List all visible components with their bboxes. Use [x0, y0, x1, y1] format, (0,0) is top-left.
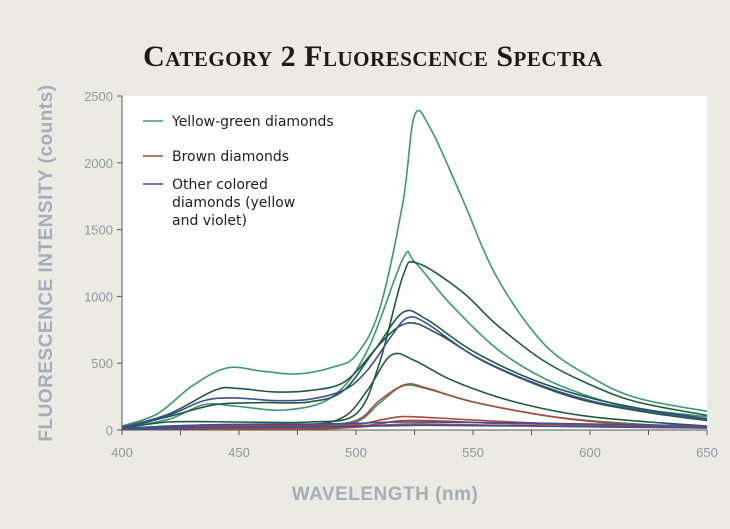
y-tick-label: 0: [106, 423, 113, 438]
series-lines: [121, 109, 708, 431]
x-tick-label: 600: [579, 445, 601, 460]
x-tick-label: 400: [111, 445, 133, 460]
y-tick-label: 2500: [84, 89, 113, 104]
y-tick-label: 2000: [84, 156, 113, 171]
series-line-3: [121, 260, 708, 430]
y-tick-label: 1500: [84, 223, 113, 238]
series-line-14: [121, 424, 708, 431]
series-line-8: [121, 383, 708, 430]
x-tick-label: 650: [696, 445, 718, 460]
x-tick-label: 500: [345, 445, 367, 460]
series-line-12: [121, 315, 708, 429]
series-line-2: [121, 250, 708, 429]
x-tick-label: 450: [228, 445, 250, 460]
chart-title: Category 2 Fluorescence Spectra: [143, 40, 603, 73]
axes: 0 500 1000 1500 2000 2500 400 450 500 550 600 650: [84, 89, 718, 460]
legend: Yellow-green diamonds Brown diamonds Other…: [143, 114, 334, 229]
legend-label: Brown diamonds: [172, 149, 289, 165]
series-line-1: [121, 109, 708, 427]
y-tick-label: 500: [91, 356, 113, 371]
y-tick-label: 1000: [84, 289, 113, 304]
series-line-13: [121, 421, 708, 430]
legend-label: Yellow-green diamonds: [171, 114, 334, 130]
y-axis-title: FLUORESCENCE INTENSITY (counts): [36, 84, 57, 441]
legend-label: Other colored diamonds (yellow and violet): [172, 177, 295, 229]
x-tick-label: 550: [462, 445, 484, 460]
x-axis-title: WAVELENGTH (nm): [292, 484, 479, 505]
series-line-5: [121, 321, 708, 429]
